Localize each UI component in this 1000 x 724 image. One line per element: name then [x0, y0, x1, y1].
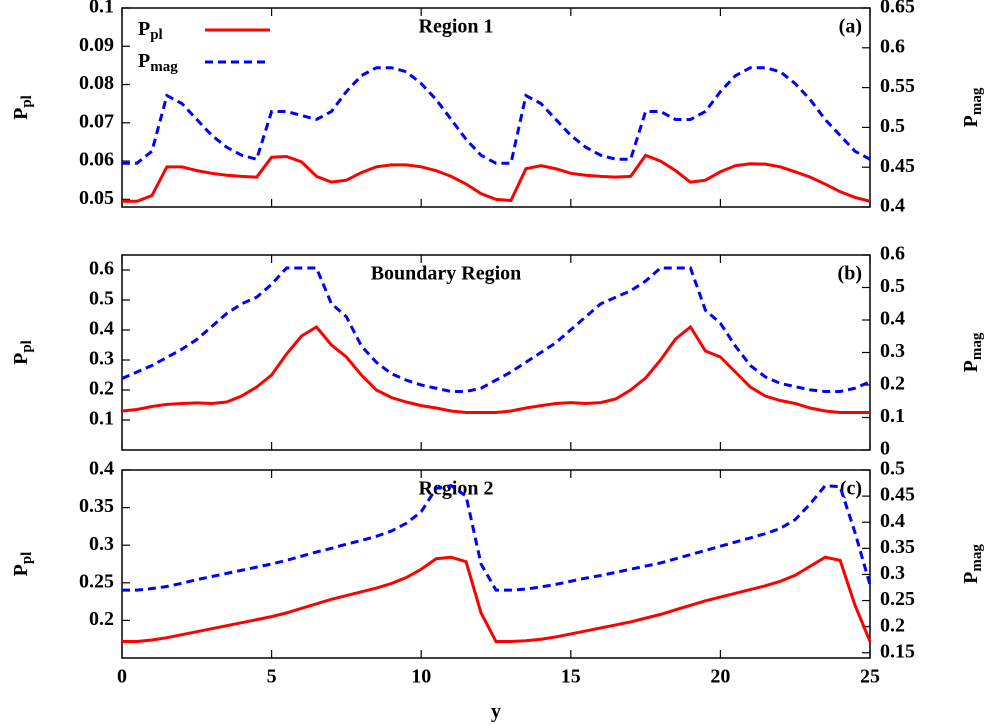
y2-axis-label: Pmag — [960, 332, 986, 372]
y2-tick-label: 0.2 — [880, 373, 905, 395]
y2-axis-label-sub: mag — [969, 87, 985, 115]
y-axis-label-main: P — [10, 353, 32, 365]
y2-axis-label: Pmag — [960, 87, 986, 127]
y-axis-label: Ppl — [10, 552, 36, 577]
y2-tick-label: 0.45 — [880, 155, 915, 177]
y-tick-label: 0.1 — [89, 408, 114, 430]
panel-title: Boundary Region — [371, 263, 522, 285]
y2-tick-label: 0.1 — [880, 405, 905, 427]
y2-tick-label: 0.15 — [880, 640, 915, 662]
legend-label: Ppl — [138, 18, 163, 44]
y-tick-label: 0.5 — [89, 288, 114, 310]
y-tick-label: 0.2 — [89, 608, 114, 630]
y2-tick-label: 0.3 — [880, 562, 905, 584]
y2-tick-label: 0.5 — [880, 115, 905, 137]
panel-title: Region 1 — [419, 16, 494, 38]
y2-tick-label: 0.2 — [880, 614, 905, 636]
y-tick-label: 0.07 — [79, 110, 114, 132]
panel-label: (a) — [839, 16, 862, 38]
x-tick-label: 15 — [561, 666, 581, 688]
y-tick-label: 0.09 — [79, 34, 114, 56]
plot-frame — [121, 7, 871, 208]
y2-tick-label: 0.6 — [880, 35, 905, 57]
y2-axis-label-sub: mag — [969, 332, 985, 360]
y-tick-label: 0.05 — [79, 187, 114, 209]
y-tick-label: 0.2 — [89, 378, 114, 400]
x-tick-label: 25 — [860, 666, 880, 688]
y-tick-label: 0.6 — [89, 258, 114, 280]
y-axis-label-sub: pl — [19, 552, 35, 565]
y2-tick-label: 0.4 — [880, 308, 905, 330]
x-tick-label: 20 — [710, 666, 730, 688]
y-axis-label-sub: pl — [19, 95, 35, 108]
y-tick-label: 0.4 — [89, 318, 114, 340]
y2-axis-label-sub: mag — [969, 544, 985, 572]
x-axis-label: y — [491, 701, 501, 723]
panel-label: (b) — [838, 263, 862, 285]
y2-axis-label-main: P — [960, 572, 982, 584]
series-line — [122, 66, 871, 165]
y-tick-label: 0.08 — [79, 72, 114, 94]
legend-label-sub: pl — [150, 27, 163, 43]
y2-axis-label-main: P — [960, 115, 982, 127]
y-axis-label-main: P — [10, 108, 32, 120]
y2-axis-label: Pmag — [960, 544, 986, 584]
series-line — [122, 555, 872, 643]
y-tick-label: 0.1 — [89, 0, 114, 18]
y2-tick-label: 0.3 — [880, 340, 905, 362]
legend-label-main: P — [138, 50, 150, 72]
y2-tick-label: 0.5 — [880, 275, 905, 297]
y-axis-label: Ppl — [10, 95, 36, 120]
y2-tick-label: 0.25 — [880, 588, 915, 610]
y2-tick-label: 0 — [880, 438, 890, 460]
y2-tick-label: 0.4 — [880, 195, 905, 217]
series-line — [121, 266, 871, 393]
legend-label-main: P — [138, 18, 150, 40]
series-line — [122, 153, 871, 203]
y-tick-label: 0.25 — [79, 570, 114, 592]
x-tick-label: 0 — [117, 666, 127, 688]
y-tick-label: 0.3 — [89, 348, 114, 370]
y-axis-label-sub: pl — [19, 340, 35, 353]
y2-tick-label: 0.45 — [880, 484, 915, 506]
series-line — [121, 324, 870, 414]
y2-axis-label-main: P — [960, 360, 982, 372]
x-tick-label: 5 — [267, 666, 277, 688]
x-tick-label: 10 — [411, 666, 431, 688]
panel-label: (c) — [840, 478, 862, 500]
series-line — [122, 484, 872, 592]
legend-label: Pmag — [138, 50, 178, 76]
y2-tick-label: 0.65 — [880, 0, 915, 18]
y-tick-label: 0.3 — [89, 533, 114, 555]
panel-title: Region 2 — [419, 478, 494, 500]
y-tick-label: 0.35 — [79, 495, 114, 517]
y2-tick-label: 0.5 — [880, 458, 905, 480]
y-tick-label: 0.06 — [79, 149, 114, 171]
y-axis-label: Ppl — [10, 340, 36, 365]
y2-tick-label: 0.35 — [880, 536, 915, 558]
y2-tick-label: 0.4 — [880, 510, 905, 532]
plot-frame — [121, 469, 871, 659]
y2-tick-label: 0.55 — [880, 75, 915, 97]
y-tick-label: 0.4 — [89, 458, 114, 480]
y-axis-label-main: P — [10, 564, 32, 576]
y2-tick-label: 0.6 — [880, 243, 905, 265]
legend-label-sub: mag — [150, 59, 178, 75]
